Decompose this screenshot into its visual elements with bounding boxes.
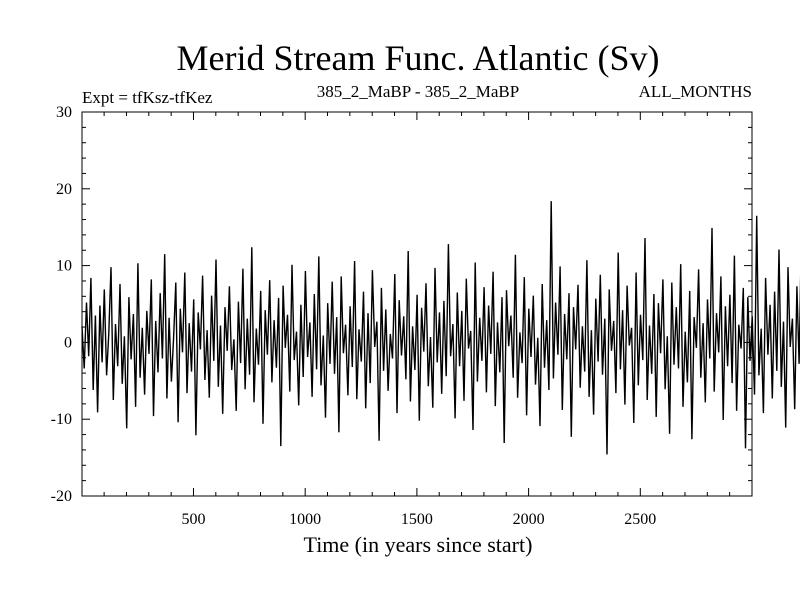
series-layer	[81, 201, 800, 455]
subtitle-right: ALL_MONTHS	[639, 82, 752, 101]
tick-layer: -20 -10 0 10 20 30 500 1000 1500 2000 2500	[51, 104, 752, 528]
x-axis-label: Time (in years since start)	[304, 532, 533, 557]
y-tick-label: 20	[56, 181, 72, 198]
subtitle-center: 385_2_MaBP - 385_2_MaBP	[317, 82, 519, 101]
subtitle-left: Expt = tfKsz-tfKez	[82, 88, 213, 107]
chart-title: Merid Stream Func. Atlantic (Sv)	[177, 38, 660, 78]
series-line-0	[81, 201, 800, 455]
y-tick-label: 0	[64, 334, 72, 351]
x-tick-label: 2500	[624, 511, 656, 528]
y-tick-label: -20	[51, 488, 72, 505]
x-tick-label: 2000	[513, 511, 545, 528]
x-tick-label: 1000	[289, 511, 321, 528]
plot-frame	[81, 111, 753, 497]
y-tick-label: -10	[51, 411, 72, 428]
y-tick-label: 10	[56, 258, 72, 275]
x-tick-label: 500	[181, 511, 205, 528]
x-tick-label: 1500	[401, 511, 433, 528]
y-tick-label: 30	[56, 104, 72, 121]
